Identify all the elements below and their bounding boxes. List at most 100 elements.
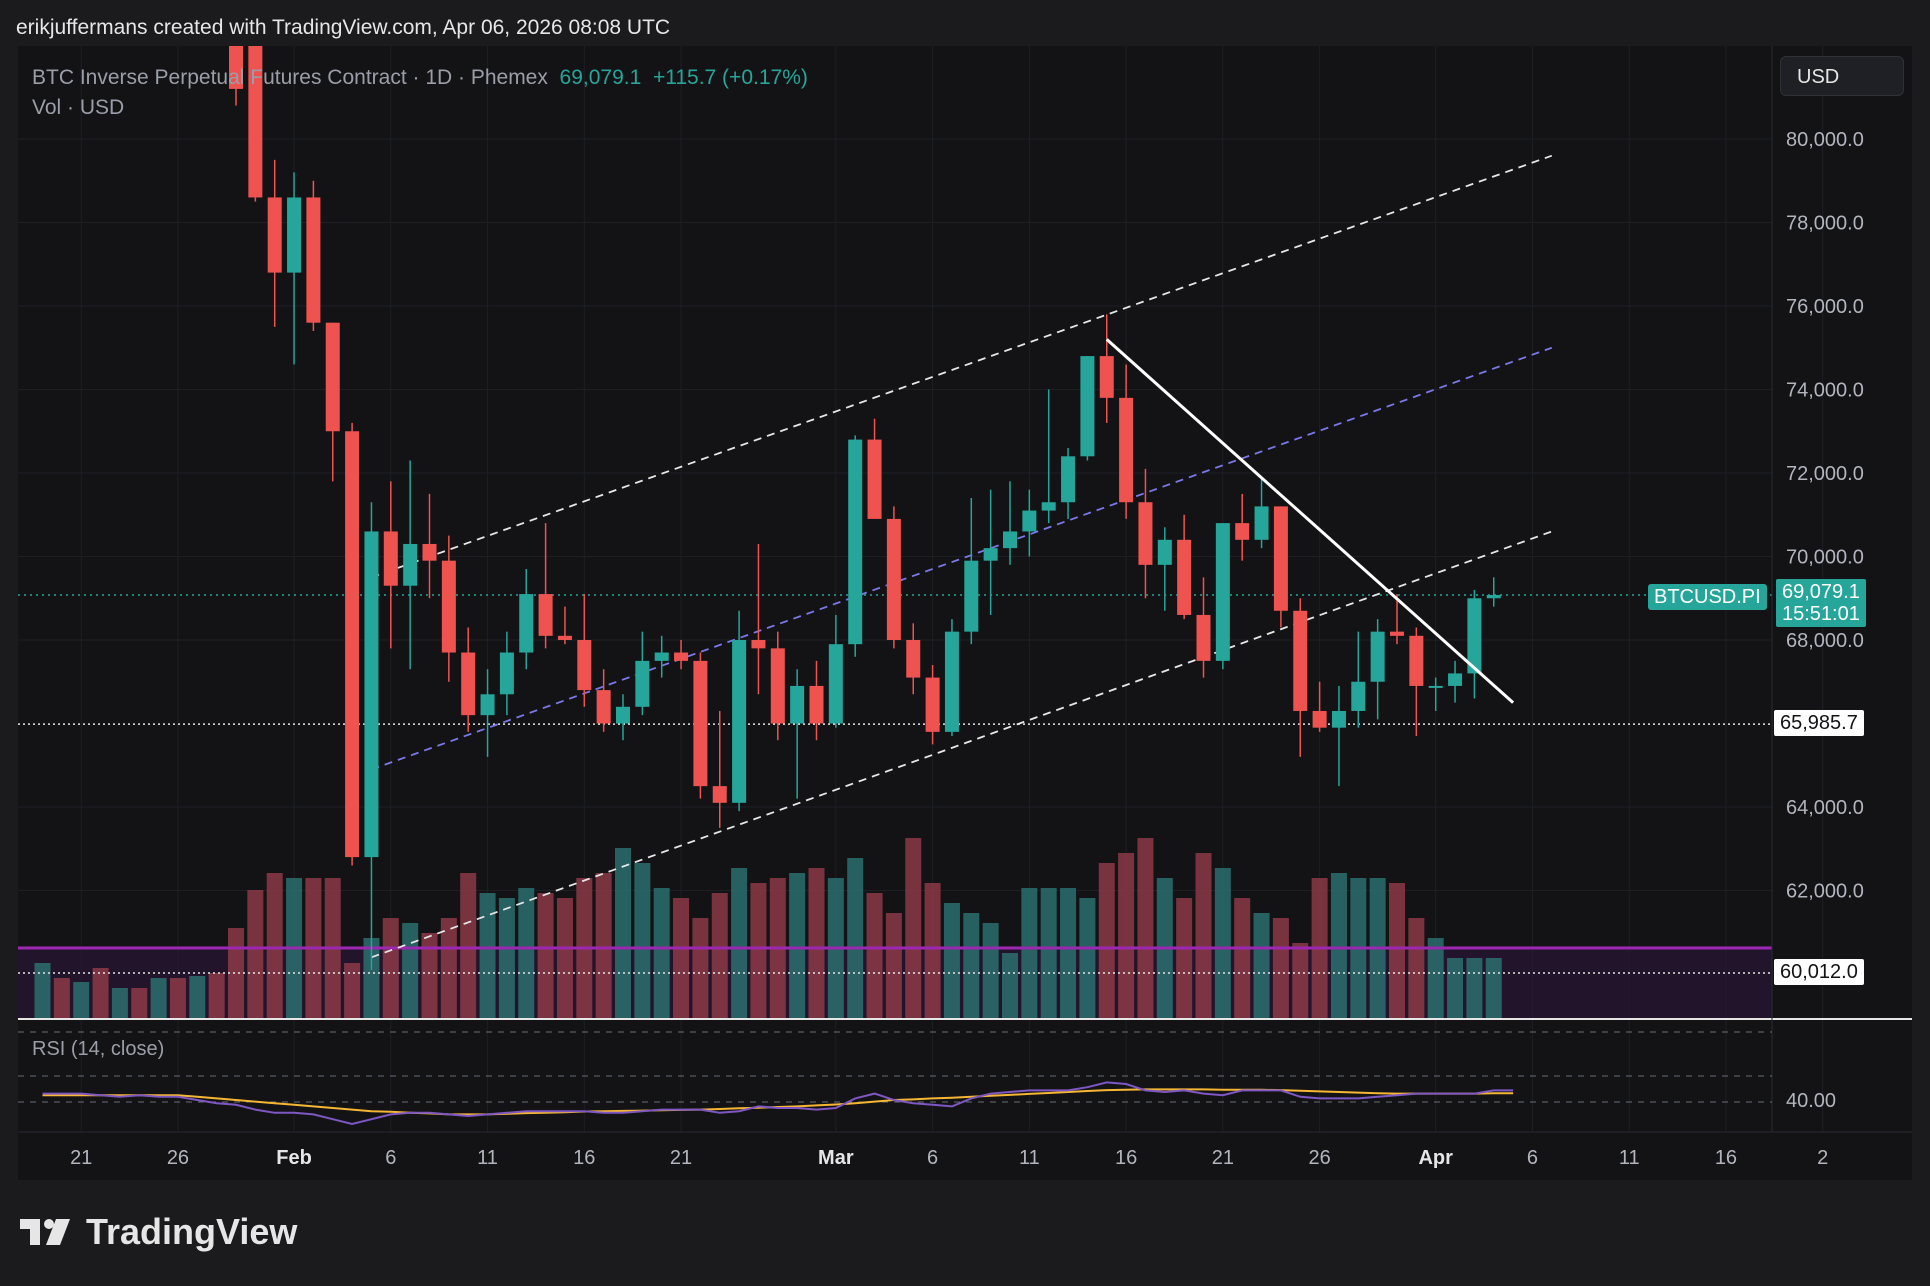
symbol-legend: BTC Inverse Perpetual Futures Contract ·… — [32, 66, 808, 90]
volume-bar-down — [595, 873, 612, 1018]
candle-down — [1196, 614, 1211, 661]
chart-credit: erikjuffermans created with TradingView.… — [16, 16, 671, 39]
candle-down — [1312, 710, 1327, 728]
candle-up — [616, 706, 630, 724]
volume-bar-up — [943, 903, 960, 1018]
time-tick-label: 16 — [1115, 1147, 1137, 1169]
candle-down — [441, 560, 456, 653]
volume-bar-down — [1176, 898, 1193, 1018]
candle-up — [1061, 456, 1076, 503]
downtrend-line — [1105, 338, 1515, 704]
candle-down — [1390, 631, 1404, 636]
time-tick-label: 16 — [573, 1147, 595, 1169]
candle-down — [248, 46, 263, 198]
chart-panel[interactable]: 80,000.0 78,000.0 76,000.0 74,000.0 72,000.0… — [18, 46, 1912, 1180]
channel-mid — [371, 346, 1553, 771]
time-tick-label: 11 — [1619, 1147, 1640, 1169]
volume-bar — [169, 978, 186, 1018]
volume-bar-down — [1118, 853, 1135, 1018]
volume-bar-down — [1272, 918, 1289, 1018]
price-tick-label: 62,000.0 — [1786, 881, 1864, 903]
volume-bar-down — [1137, 838, 1154, 1018]
volume-bar-up — [402, 923, 419, 1018]
volume-bar-up — [1466, 958, 1483, 1018]
volume-bar-up — [363, 938, 380, 1018]
volume-bar-up — [731, 868, 748, 1018]
volume-bar-down — [1389, 883, 1405, 1018]
candle-down — [1119, 397, 1134, 503]
volume-bar-down — [673, 898, 690, 1018]
volume-bar-up — [1060, 888, 1077, 1018]
candle-up — [944, 631, 959, 732]
volume-bar-up — [1427, 938, 1444, 1018]
candles — [229, 46, 1501, 970]
volume-bar-up — [498, 898, 515, 1018]
volume-bar-down — [382, 918, 399, 1018]
volume-bar — [208, 973, 225, 1018]
candle-down — [1177, 539, 1192, 615]
volume-bar — [53, 978, 70, 1018]
currency-selector[interactable]: USD — [1780, 56, 1904, 96]
volume-bar-up — [1447, 958, 1464, 1018]
candle-up — [1486, 594, 1501, 599]
candle-down — [906, 640, 921, 678]
candle-down — [577, 640, 592, 691]
volume-bar-up — [1253, 913, 1270, 1018]
volume-bar-down — [537, 893, 554, 1018]
candle-up — [519, 594, 534, 653]
candle-down — [267, 197, 282, 273]
candle-up — [983, 548, 998, 561]
support-price-tag: 65,985.7 — [1774, 710, 1864, 736]
price-chart[interactable]: 80,000.0 78,000.0 76,000.0 74,000.0 72,000.0… — [18, 46, 1912, 1180]
candle-up — [828, 644, 843, 724]
volume-legend: Vol · USD — [32, 96, 125, 119]
time-tick-label: 6 — [1527, 1147, 1538, 1169]
candle-up — [1428, 685, 1443, 688]
candle-up — [790, 685, 805, 724]
volume-bar-down — [1234, 898, 1251, 1018]
tradingview-logo: TradingView — [20, 1211, 297, 1253]
time-tick-label: 11 — [477, 1147, 498, 1169]
candle-up — [499, 652, 514, 695]
time-tick-label: Mar — [818, 1147, 854, 1169]
candle-up — [1351, 681, 1366, 711]
candle-up — [964, 560, 979, 632]
candle-up — [654, 652, 669, 661]
volume-bar-down — [266, 873, 283, 1018]
price-tick-label: 76,000.0 — [1786, 296, 1864, 318]
candle-down — [383, 531, 398, 586]
volume-bar-up — [1079, 898, 1096, 1018]
volume-bar-down — [421, 933, 438, 1018]
candle-down — [306, 197, 321, 323]
candle-down — [596, 690, 611, 724]
volume-bar-up — [1021, 888, 1038, 1018]
candle-down — [345, 431, 360, 858]
candle-down — [1273, 506, 1288, 611]
channel-upper — [371, 154, 1553, 579]
candle-down — [1293, 610, 1308, 711]
candle-up — [848, 439, 863, 645]
candle-up — [635, 660, 650, 707]
volume-bar-up — [1330, 873, 1347, 1018]
candle-down — [538, 594, 553, 636]
volume-bar-down — [750, 883, 767, 1018]
volume-bar-down — [711, 893, 728, 1018]
last-price-value: 69,079.1 — [1782, 581, 1860, 603]
symbol-title: BTC Inverse Perpetual Futures Contract ·… — [32, 66, 548, 89]
volume-bar-down — [1098, 863, 1115, 1018]
candle-up — [1157, 539, 1172, 565]
candle-up — [403, 543, 418, 586]
candle-up — [480, 694, 495, 716]
volume-bar-up — [518, 888, 535, 1018]
candle-down — [1138, 502, 1153, 565]
candle-down — [867, 439, 882, 519]
rsi-legend: RSI (14, close) — [32, 1038, 165, 1060]
volume-bar-down — [1292, 943, 1309, 1018]
volume-bar-up — [479, 893, 496, 1018]
candle-down — [325, 322, 340, 432]
price-change: +115.7 (+0.17%) — [652, 66, 808, 89]
rsi-pane — [18, 1031, 1772, 1126]
candle-up — [1370, 631, 1385, 682]
candle-down — [770, 648, 785, 724]
volume-bar-down — [885, 913, 902, 1018]
